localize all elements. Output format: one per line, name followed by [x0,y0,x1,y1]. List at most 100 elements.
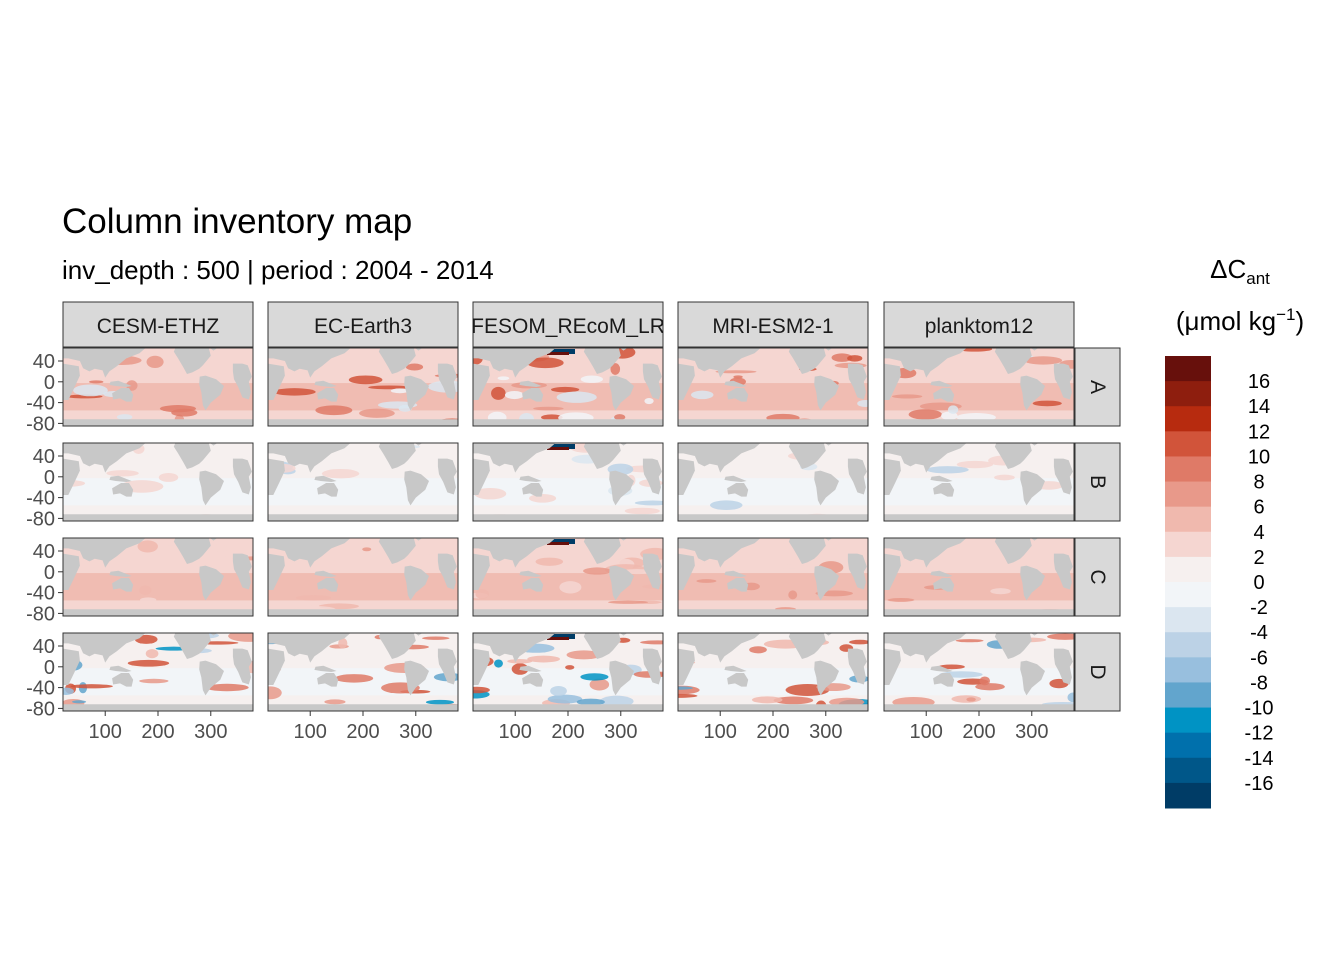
x-tick-label: 300 [194,721,227,743]
facet-row-label: A [1086,380,1109,394]
x-tick-label: 200 [346,721,379,743]
facet-row-strip-3: D [1074,632,1121,712]
legend-label: -16 [1245,773,1274,795]
facet-row-strip-0: A [1074,347,1121,427]
y-tick-label: -80 [26,413,55,435]
map-panel [677,537,869,617]
legend-swatch [1165,381,1211,407]
x-tick-label: 300 [399,721,432,743]
legend-swatch [1165,757,1211,784]
facet-strip-1: EC-Earth3 [267,301,459,348]
map-panel [677,347,869,427]
legend-swatch [1165,657,1211,683]
x-tick-label: 300 [1015,721,1048,743]
legend-label: 8 [1253,472,1264,494]
map-panel [883,442,1075,522]
x-tick-label: 100 [704,721,737,743]
map-panel [883,347,1075,427]
map-panel [472,442,664,522]
map-panel [267,442,459,522]
legend-label: -2 [1250,597,1268,619]
legend-swatch [1165,406,1211,432]
legend-swatch [1165,607,1211,633]
legend-title: ΔCant [1210,254,1270,288]
legend-label: -12 [1245,723,1274,745]
x-tick-label: 200 [962,721,995,743]
map-panel [677,632,869,712]
facet-row-label: D [1086,664,1109,679]
legend-label: 4 [1253,522,1264,544]
x-tick-label: 100 [499,721,532,743]
legend-swatch [1165,782,1211,809]
y-tick-label: -80 [26,508,55,530]
y-tick-label: 0 [44,657,55,679]
legend-swatch [1165,431,1211,457]
facet-column-label: FESOM_REcoM_LR [471,315,665,338]
map-panel [267,632,459,712]
legend-swatch [1165,556,1211,583]
map-panel [472,537,664,617]
x-tick-label: 300 [604,721,637,743]
facet-column-label: CESM-ETHZ [97,315,220,338]
x-tick-label: 200 [756,721,789,743]
facet-column-label: MRI-ESM2-1 [712,315,833,338]
facet-column-label: planktom12 [925,315,1034,338]
legend-swatch [1165,732,1211,759]
facet-strip-4: planktom12 [883,301,1075,348]
legend-label: 12 [1248,421,1270,443]
chart-title: Column inventory map [62,202,413,241]
y-tick-label: 0 [44,467,55,489]
x-tick-label: 100 [910,721,943,743]
legend-label: 6 [1253,497,1264,519]
map-panel [62,442,254,522]
legend-label: 10 [1248,446,1270,468]
y-tick-label: -40 [26,488,55,510]
facet-strip-0: CESM-ETHZ [62,301,254,348]
legend-swatch [1165,481,1211,508]
facet-strip-3: MRI-ESM2-1 [677,301,869,348]
y-tick-label: 40 [33,446,55,468]
y-tick-label: 40 [33,636,55,658]
y-tick-label: -40 [26,393,55,415]
legend-swatch [1165,531,1211,558]
facet-row-label: C [1086,569,1109,584]
x-tick-label: 300 [809,721,842,743]
legend-label: 14 [1248,396,1270,418]
y-tick-label: 40 [33,351,55,373]
map-panel [472,632,664,712]
legend-swatch [1165,456,1211,483]
y-tick-label: 0 [44,562,55,584]
y-tick-label: 0 [44,372,55,394]
x-tick-label: 100 [89,721,122,743]
map-panel [883,537,1075,617]
legend-swatch [1165,707,1211,734]
map-panel [677,442,869,522]
legend-label: 0 [1253,572,1264,594]
map-panel [62,347,254,427]
map-panel [883,632,1075,712]
legend-swatch [1165,506,1211,533]
legend-label: -4 [1250,622,1268,644]
legend-unit: (μmol kg−1) [1176,305,1304,336]
facet-row-strip-1: B [1074,442,1121,522]
map-panel [267,537,459,617]
map-panel [472,347,664,427]
legend-label: -14 [1245,748,1274,770]
y-tick-label: -80 [26,698,55,720]
chart-subtitle: inv_depth : 500 | period : 2004 - 2014 [62,255,494,285]
legend-swatch [1165,356,1211,382]
map-panel [62,537,254,617]
x-tick-label: 200 [141,721,174,743]
facet-strip-2: FESOM_REcoM_LR [471,301,665,348]
facet-row-strip-2: C [1074,537,1121,617]
legend-swatch [1165,682,1211,709]
map-panel [62,632,254,712]
y-tick-label: -80 [26,603,55,625]
legend-swatch [1165,632,1211,658]
y-tick-label: -40 [26,583,55,605]
facet-row-label: B [1086,475,1109,489]
y-tick-label: -40 [26,678,55,700]
x-tick-label: 100 [294,721,327,743]
legend-label: 16 [1248,371,1270,393]
